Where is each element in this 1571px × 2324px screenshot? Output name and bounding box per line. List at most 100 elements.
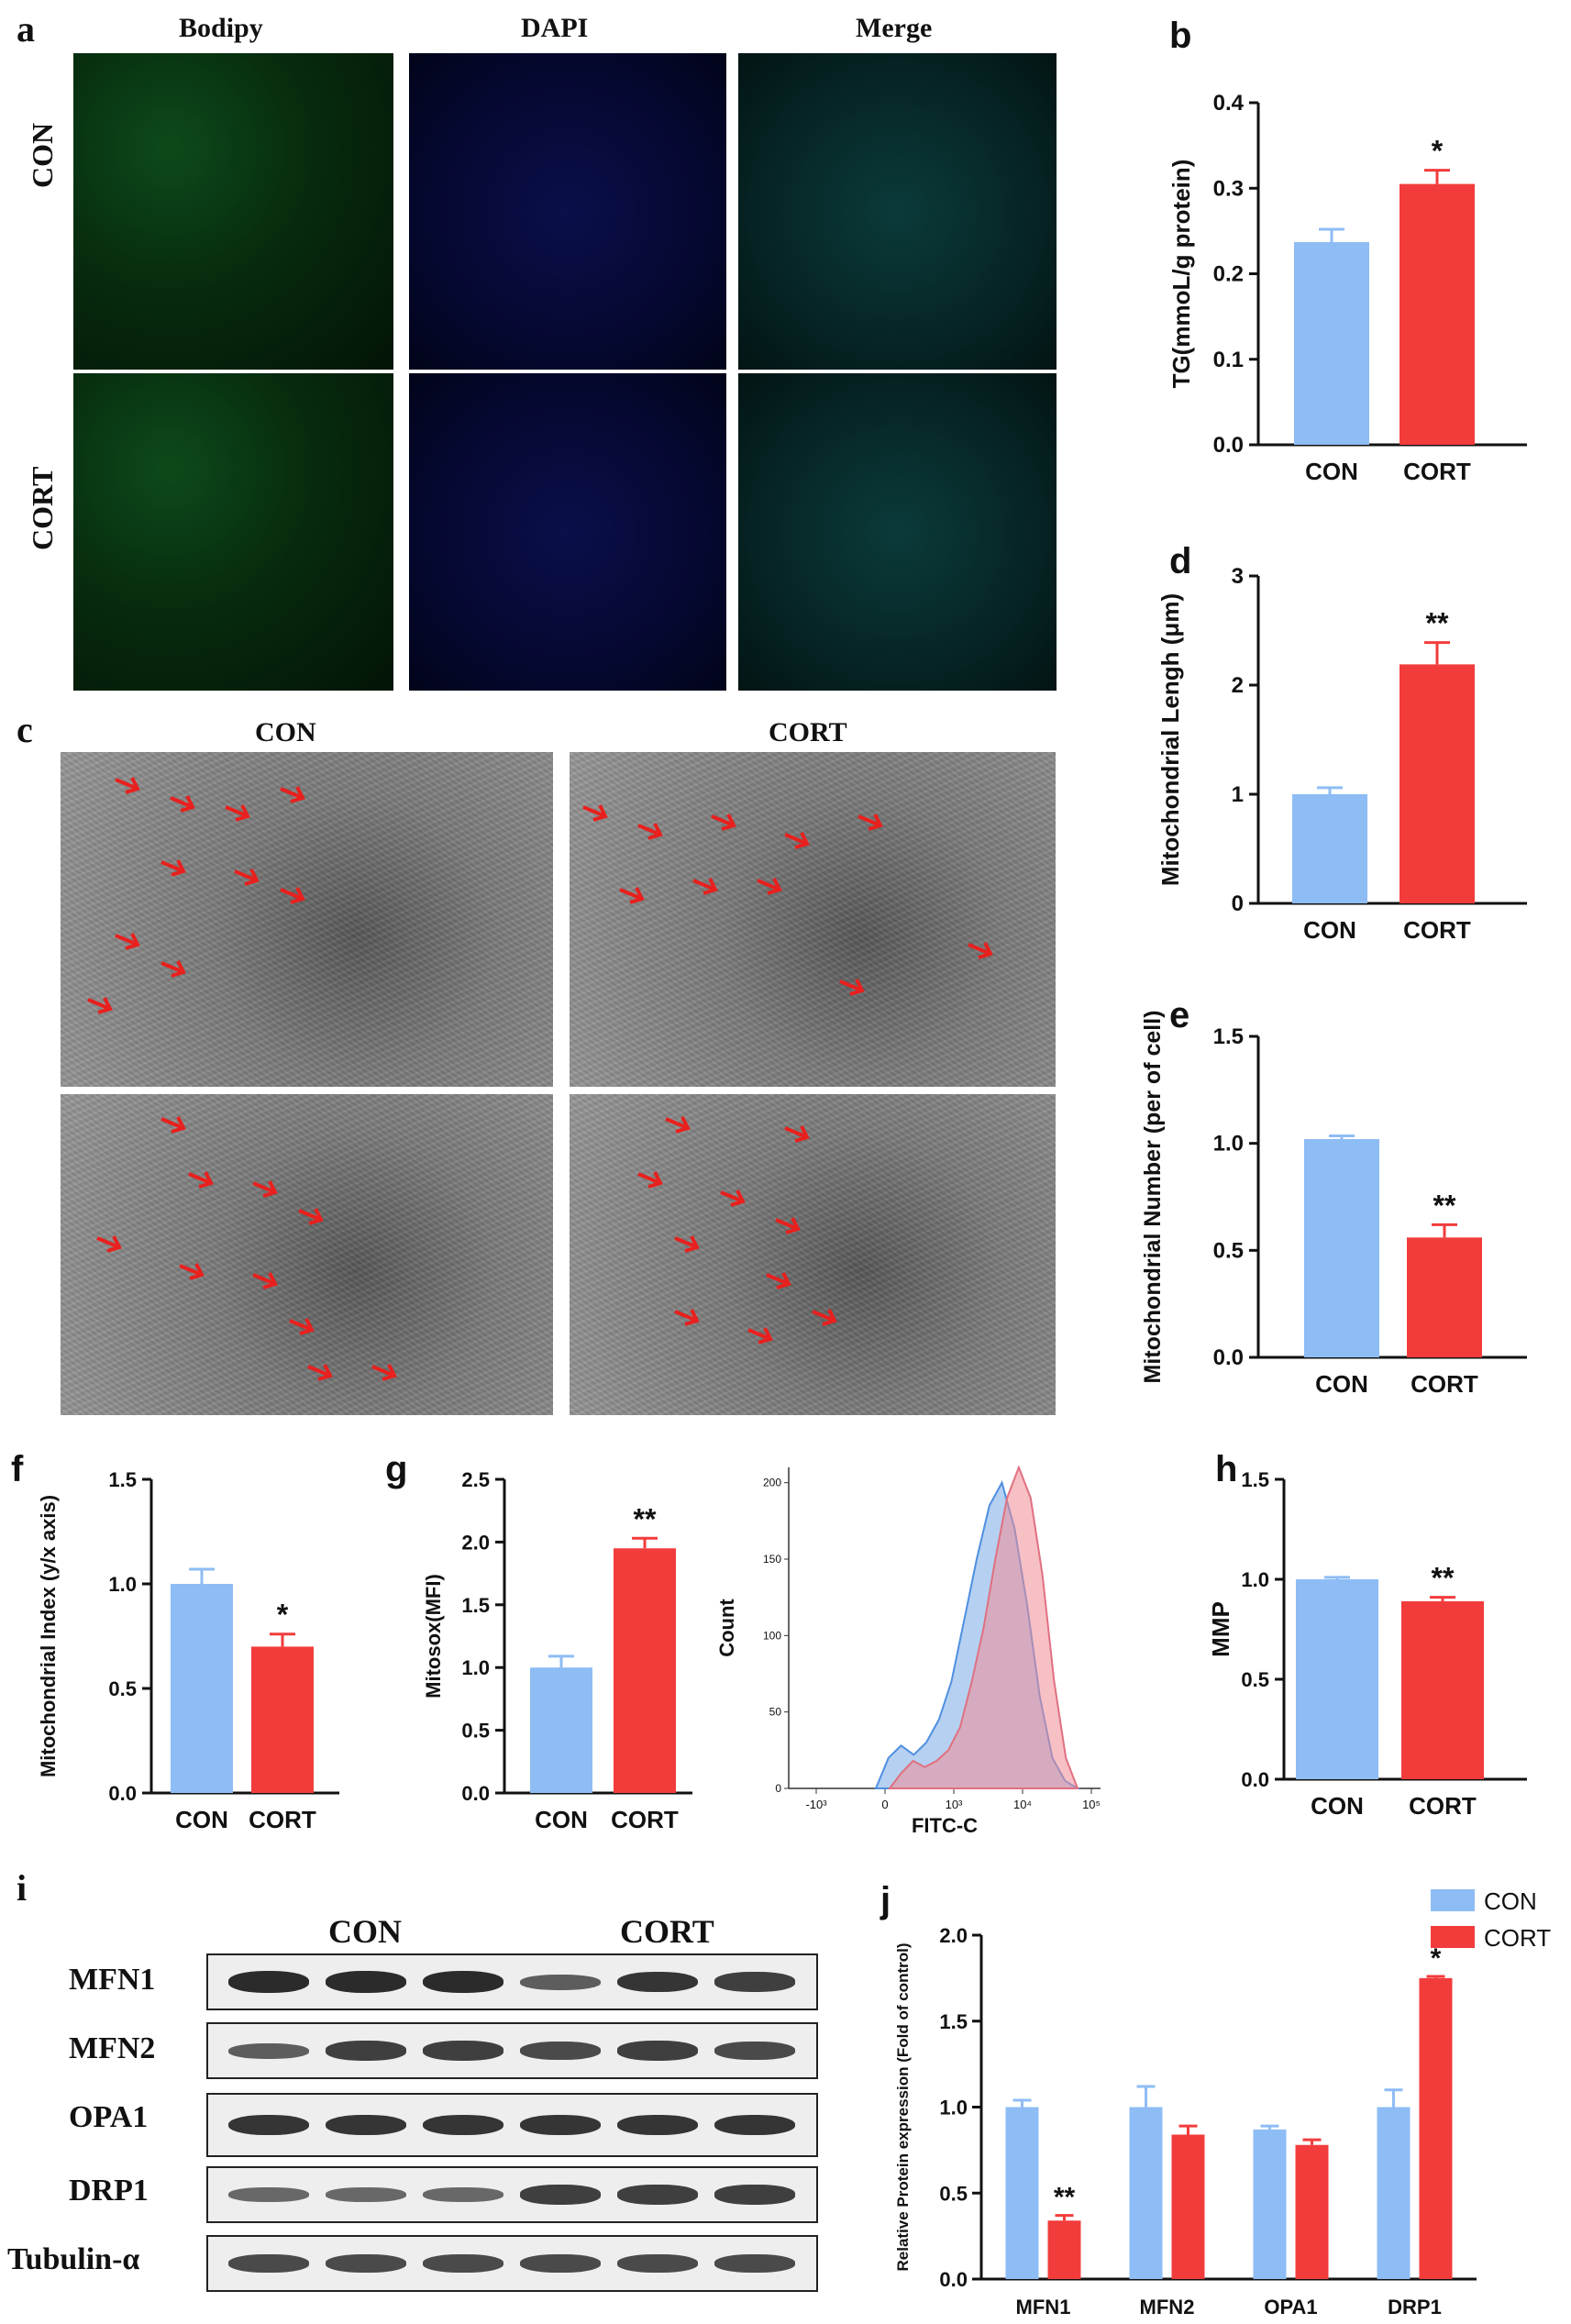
bar-cort [1401,1600,1484,1779]
flow-x-tick-label: 10³ [946,1798,963,1811]
red-arrow-marker [637,1171,663,1189]
chart-b: b 0.0 0.1 0.2 0.3 0.4 TG(mmoL/g protein) CON * CO… [1167,16,1527,485]
panel-label-e: e [1169,995,1189,1035]
red-arrow-marker [160,1116,186,1134]
micrograph-merge-cort [738,373,1057,691]
x-tick-label: CORT [1403,458,1471,485]
y-tick-label: 2 [1232,673,1244,698]
wb-group-label-cort: CORT [620,1913,714,1950]
y-tick-label: 1.5 [108,1468,137,1491]
x-tick-label: CON [175,1806,228,1833]
wb-band [520,2254,601,2273]
wb-band [520,1974,601,1990]
micrograph-dapi-con [409,53,726,370]
x-tick-label: DRP1 [1388,2296,1442,2318]
bar-con [530,1667,592,1793]
red-arrow-marker [179,1263,205,1280]
wb-blot-mfn2 [206,2022,818,2079]
red-arrow-marker [784,832,810,849]
y-tick-label: 0.2 [1213,262,1244,287]
bar-cort [251,1646,314,1793]
y-tick-label: 0.0 [939,2268,968,2291]
flow-y-tick-label: 150 [763,1553,781,1566]
x-tick-label: CON [1315,1370,1368,1398]
wb-band [228,2187,309,2202]
wb-blot-mfn1 [206,1953,818,2010]
micrograph-dapi-cort [409,373,726,691]
significance-marker: ** [1426,607,1449,640]
x-tick-label: CORT [1409,1792,1477,1820]
red-arrow-marker [160,859,186,877]
legend-swatch-cort [1431,1926,1475,1948]
red-arrow-marker [371,1364,397,1381]
wb-band [520,2114,601,2136]
wb-band [617,2114,698,2136]
significance-marker: ** [1432,1562,1455,1595]
micrograph-bodipy-cort [73,373,393,691]
wb-blot-tubulin [206,2235,818,2292]
flow-x-tick-label: 10⁵ [1082,1798,1101,1811]
wb-label-tubulin: Tubulin-α [7,2242,140,2276]
legend-label-con: CON [1484,1887,1537,1915]
panel-label-i: i [17,1867,28,1909]
flow-histogram: 0 50 100 150 200 -10³ 0 10³ 10⁴ 10⁵ Count FITC-C [715,1465,1101,1837]
bar-cort [1400,664,1475,903]
y-tick-label: 0.5 [1241,1668,1269,1691]
red-arrow-marker [252,1272,278,1289]
legend-label-cort: CORT [1484,1924,1551,1952]
y-tick-label: 1.0 [461,1656,490,1679]
y-tick-label: 0.3 [1213,176,1244,201]
bar-mfn2-con [1129,2107,1163,2279]
red-arrow-marker [115,777,140,794]
chart-g: g 0.0 0.5 1.0 1.5 2.0 2.5 Mitosox(MFI) CON ** CORT [385,1449,692,1833]
flow-y-tick-label: 50 [769,1706,782,1719]
red-arrow-marker [720,1190,746,1207]
y-tick-label: 0 [1232,891,1244,916]
bar-con [1292,794,1367,903]
y-tick-label: 2.0 [461,1531,490,1554]
red-arrow-marker [674,1309,700,1326]
wb-band [423,2254,503,2273]
chart-h: h 0.0 0.5 1.0 1.5 MMP CON ** CORT [1207,1449,1527,1820]
bar-cort [614,1548,676,1793]
significance-marker: * [1431,1943,1442,1974]
y-tick-label: 2.0 [939,1924,968,1947]
y-tick-label: 0.5 [461,1720,490,1743]
column-label-bodipy: Bodipy [179,13,263,43]
x-tick-label: CON [1303,916,1356,944]
x-tick-label: CORT [611,1806,679,1833]
wb-band [423,2187,503,2202]
chart-j: j 0.0 0.5 1.0 1.5 2.0 Relative Protein express… [880,1880,1551,2318]
red-arrow-marker [637,823,663,840]
red-arrow-marker [692,878,718,895]
significance-marker: * [277,1599,289,1632]
x-tick-label: OPA1 [1264,2296,1317,2318]
y-tick-label: 0.0 [461,1782,490,1805]
wb-band [326,2254,406,2273]
y-axis-title: Mitochondrial Lengh (μm) [1156,593,1184,886]
red-arrow-marker [234,869,260,886]
panel-label-d: d [1169,541,1191,581]
tem-image-cort-1 [570,752,1056,1087]
y-tick-label: 2.5 [461,1468,490,1491]
flow-x-tick-label: 10⁴ [1013,1798,1032,1811]
tem-image-cort-2 [570,1094,1056,1415]
wb-band [617,2185,698,2205]
tem-image-con-2 [61,1094,553,1415]
red-arrow-marker [766,1272,791,1289]
bar-con [1304,1139,1379,1357]
red-arrow-marker [87,997,113,1014]
y-tick-label: 0.0 [1241,1768,1269,1791]
wb-label-mfn2: MFN2 [69,2031,156,2065]
chart-d: d 0 1 2 3 Mitochondrial Lengh (μm) CON ** CORT [1156,541,1527,944]
flow-x-axis-title: FITC-C [912,1814,978,1837]
red-arrow-marker [280,786,305,803]
wb-band [617,1971,698,1993]
red-arrow-marker [711,813,736,831]
chart-f: f 0.0 0.5 1.0 1.5 Mitochondrial Index (y/x ax… [11,1449,339,1833]
flow-x-tick-label: -10³ [805,1798,827,1811]
red-arrow-marker [775,1217,801,1234]
wb-band [228,2114,309,2136]
wb-band [714,2042,795,2060]
bar-cort [1407,1237,1482,1357]
